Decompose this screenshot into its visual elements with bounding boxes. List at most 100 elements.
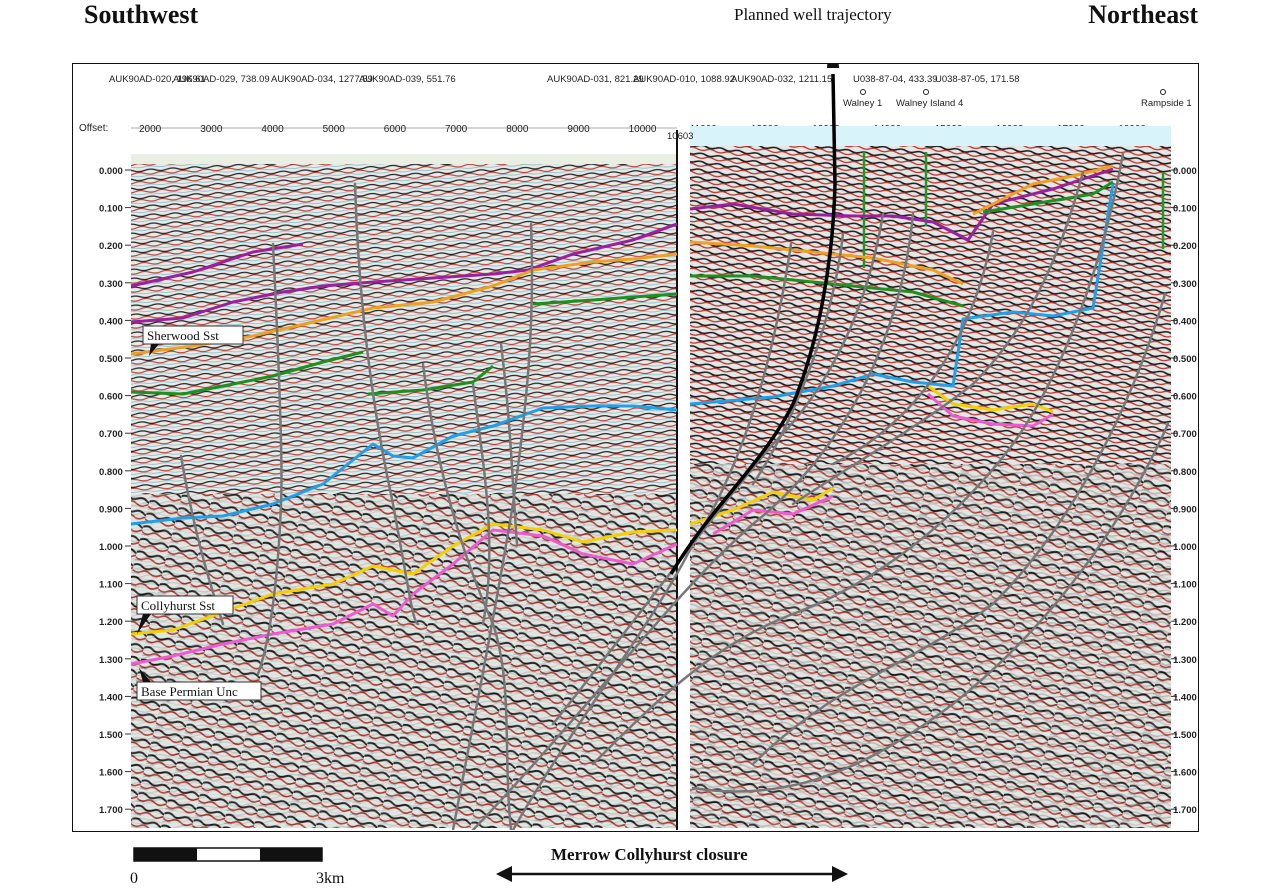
time-axis-left: 0.000 0.100 0.200 0.300 0.400 0.500 0.600 0.700… xyxy=(99,166,131,816)
time-tick-label: 0.900 xyxy=(99,504,123,515)
horizon-blue xyxy=(130,183,1115,526)
closure-arrow xyxy=(496,866,848,882)
time-tick-label: 0.100 xyxy=(99,204,123,215)
fault-line xyxy=(471,212,915,830)
horizon-label-text: Collyhurst Sst xyxy=(141,598,215,613)
well-label: Walney 1 xyxy=(843,98,882,109)
time-tick-label: 1.600 xyxy=(1173,768,1197,779)
seismic-data-left xyxy=(131,154,677,828)
fault-line xyxy=(499,342,519,546)
time-tick-label: 1.400 xyxy=(1173,692,1197,703)
time-tick-label: 1.700 xyxy=(1173,805,1197,816)
header-line: AUK90AD-032, 1211.15 xyxy=(731,74,832,85)
time-tick-label: 1.400 xyxy=(99,692,123,703)
offset-tick-label: 5000 xyxy=(323,124,346,135)
time-tick-label: 0.000 xyxy=(99,166,123,177)
time-tick-label: 1.500 xyxy=(1173,730,1197,741)
section-break-label: 10603 xyxy=(667,131,693,142)
fault-line xyxy=(691,422,1170,793)
seismic-data-right xyxy=(690,146,1171,828)
fault-line xyxy=(791,170,1085,506)
offset-tick-label: 8000 xyxy=(506,124,529,135)
time-tick-label: 1.100 xyxy=(99,580,123,591)
time-tick-label: 0.800 xyxy=(99,467,123,478)
time-tick-label: 1.700 xyxy=(99,805,123,816)
offset-tick-label: 3000 xyxy=(200,124,223,135)
horizon-label-base-permian: Base Permian Unc xyxy=(136,668,262,701)
scale-label-end: 3km xyxy=(316,870,345,887)
time-tick-label: 0.800 xyxy=(1173,467,1197,478)
well-markers: Walney 1 Walney Island 4 Rampside 1 xyxy=(843,89,1192,109)
offset-tick-label: 10000 xyxy=(629,124,657,135)
header-line: AUK90AD-020, 196.61 xyxy=(109,74,206,85)
seismic-section-panel: AUK90AD-020, 196.61 AUK90AD-029, 738.09 … xyxy=(72,63,1199,832)
header-line: AUK90AD-034, 1277.59 xyxy=(271,74,373,85)
well-symbol-icon xyxy=(923,89,929,95)
header-line: U038-87-05, 171.58 xyxy=(935,74,1020,85)
northeast-label: Northeast xyxy=(1088,0,1198,29)
offset-tick-label: 4000 xyxy=(261,124,284,135)
scale-label-start: 0 xyxy=(130,870,138,887)
fault-line xyxy=(471,382,491,626)
fault-line xyxy=(751,232,845,486)
horizon-label-text: Sherwood Sst xyxy=(147,328,219,343)
horizon-label-sherwood: Sherwood Sst xyxy=(142,325,244,356)
closure-label: Merrow Collyhurst closure xyxy=(551,845,748,864)
fault-line xyxy=(551,212,885,726)
drilling-rig-icon xyxy=(827,64,839,68)
time-tick-label: 1.200 xyxy=(1173,617,1197,628)
fault-line xyxy=(353,182,420,626)
seismic-section-svg: AUK90AD-020, 196.61 AUK90AD-029, 738.09 … xyxy=(79,64,1197,830)
time-tick-label: 0.200 xyxy=(99,241,123,252)
offset-tick-label: 7000 xyxy=(445,124,468,135)
scale-bar xyxy=(133,847,323,862)
offset-tick-label: 9000 xyxy=(567,124,590,135)
time-tick-label: 1.300 xyxy=(1173,655,1197,666)
well-label: Walney Island 4 xyxy=(896,98,963,109)
horizon-green xyxy=(130,180,1114,396)
time-tick-label: 1.000 xyxy=(99,542,123,553)
southwest-label: Southwest xyxy=(84,0,199,29)
header-lines: AUK90AD-020, 196.61 AUK90AD-029, 738.09 … xyxy=(109,74,1020,85)
section-gap xyxy=(677,126,690,830)
header-line: AUK90AD-010, 1088.92 xyxy=(633,74,735,85)
water-layer xyxy=(689,126,1171,146)
well-symbol-icon xyxy=(1160,89,1166,95)
well-trajectory-path xyxy=(669,73,837,575)
fault-line xyxy=(256,242,283,676)
header-line: AUK90AD-031, 821.29 xyxy=(547,74,644,85)
time-tick-label: 0.700 xyxy=(1173,429,1197,440)
header-line: AUK90AD-029, 738.09 xyxy=(173,74,270,85)
time-tick-label: 1.100 xyxy=(1173,580,1197,591)
time-tick-label: 1.500 xyxy=(99,730,123,741)
horizon-label-text: Base Permian Unc xyxy=(141,684,238,699)
well-trajectory-label: Planned well trajectory xyxy=(734,5,892,24)
fault-line xyxy=(591,152,1125,766)
fault-line xyxy=(831,230,995,466)
time-tick-label: 0.400 xyxy=(99,316,123,327)
time-tick-label: 1.300 xyxy=(99,655,123,666)
header-line: AUK90AD-039, 551.76 xyxy=(359,74,456,85)
time-axis-right: 0.000 0.100 0.200 0.300 0.400 0.500 0.600 0.700… xyxy=(1171,166,1197,816)
time-tick-label: 0.900 xyxy=(1173,504,1197,515)
time-tick-label: 0.300 xyxy=(99,279,123,290)
offset-tick-label: 6000 xyxy=(384,124,407,135)
offset-label: Offset: xyxy=(79,123,108,134)
well-label: Rampside 1 xyxy=(1141,98,1192,109)
time-tick-label: 0.200 xyxy=(1173,241,1197,252)
horizon-magenta xyxy=(130,392,1054,666)
well-sticks xyxy=(862,152,1165,268)
time-tick-label: 1.200 xyxy=(99,617,123,628)
fault-lines xyxy=(179,152,1170,830)
time-tick-label: 0.400 xyxy=(1173,316,1197,327)
time-tick-label: 0.500 xyxy=(1173,354,1197,365)
fault-line xyxy=(451,222,534,830)
fault-line xyxy=(751,292,1167,766)
horizons xyxy=(130,164,1115,666)
header-line: U038-87-04, 433.39 xyxy=(853,74,938,85)
time-tick-label: 0.100 xyxy=(1173,204,1197,215)
time-tick-label: 0.700 xyxy=(99,429,123,440)
well-symbol-icon xyxy=(860,89,866,95)
time-tick-label: 0.500 xyxy=(99,354,123,365)
offset-tick-label: 2000 xyxy=(139,124,162,135)
